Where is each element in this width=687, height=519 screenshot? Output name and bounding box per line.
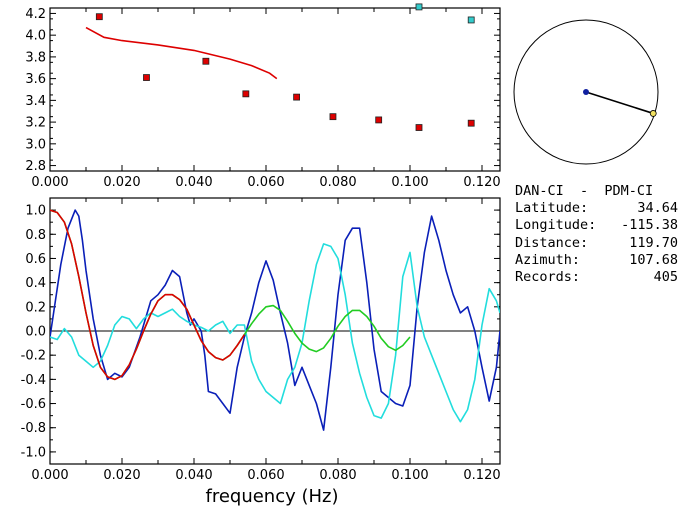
- top-plot-y-tick-label: 3.2: [25, 116, 46, 131]
- top-series-1-point: [415, 3, 423, 11]
- info-label: Latitude:: [515, 200, 589, 216]
- top-series-0-point: [467, 119, 475, 127]
- bottom-plot-y-tick-label: 0.6: [25, 252, 46, 267]
- info-value: 107.68: [629, 251, 678, 268]
- bottom-series-0-line: [50, 209, 500, 431]
- info-value: 34.64: [637, 200, 678, 216]
- top-plot-x-tick-label: 0.100: [391, 175, 428, 190]
- bottom-plot-y-tick-label: -1.0: [21, 445, 46, 460]
- top-series-0-point: [95, 13, 103, 21]
- target-station-dot: [649, 110, 657, 117]
- top-scatter-plot: 0.000 0.020 0.040 0.060 0.080 0.100 0.120 2.8 3.…: [25, 3, 501, 190]
- info-value: 405: [653, 269, 678, 286]
- origin-station-dot: [583, 89, 589, 95]
- top-series-2-line: [85, 26, 278, 80]
- bottom-plot-x-tick-label: 0.060: [247, 468, 284, 483]
- bottom-plot-y-tick-label: -0.8: [21, 421, 46, 436]
- top-plot-x-tick-label: 0.020: [103, 175, 140, 190]
- bottom-series-1-line: [50, 243, 500, 423]
- info-label: Records:: [515, 269, 581, 286]
- bottom-plot-y-tick-label: 0.8: [25, 228, 46, 243]
- top-plot-x-tick-label: 0.120: [463, 175, 500, 190]
- top-series-0-point: [242, 90, 250, 98]
- polar-circle: [513, 19, 659, 165]
- info-label: Distance:: [515, 234, 589, 251]
- top-plot-y-tick-label: 2.8: [25, 159, 46, 174]
- top-series-0-point: [293, 93, 301, 101]
- bottom-plot-x-tick-label: 0.040: [175, 468, 212, 483]
- azimuth-needle: [585, 91, 654, 115]
- azimuth-polar-plot: [513, 19, 659, 165]
- bottom-plot-y-tick-label: -0.2: [21, 349, 46, 364]
- bottom-plot-y-tick-label: 0.4: [25, 276, 46, 291]
- bottom-plot-y-tick-label: 1.0: [25, 204, 46, 219]
- info-label: Azimuth:: [515, 251, 581, 268]
- info-value: -115.38: [621, 217, 678, 234]
- bottom-series-3-line: [50, 209, 246, 381]
- top-series-0-point: [375, 116, 383, 124]
- bottom-line-plot: 0.000 0.020 0.040 0.060 0.080 0.100 0.120 1.0 0.…: [21, 197, 501, 483]
- bottom-plot-y-tick-label: 0.0: [25, 325, 46, 340]
- bottom-plot-x-tick-label: 0.120: [463, 468, 500, 483]
- top-plot-y-tick-label: 4.0: [25, 29, 46, 44]
- info-label: Longitude:: [515, 217, 597, 234]
- top-plot-y-tick-label: 3.8: [25, 50, 46, 65]
- info-value: 119.70: [629, 234, 678, 251]
- top-series-0-point: [329, 113, 337, 121]
- bottom-plot-x-tick-label: 0.100: [391, 468, 428, 483]
- bottom-plot-y-tick-label: -0.6: [21, 397, 46, 412]
- bottom-plot-x-tick-label: 0.000: [31, 468, 68, 483]
- top-series-0-point: [415, 124, 423, 131]
- top-plot-x-tick-label: 0.080: [319, 175, 356, 190]
- top-series-0-point: [202, 57, 210, 65]
- top-plot-y-tick-label: 3.6: [25, 72, 46, 87]
- top-plot-y-tick-label: 3.0: [25, 137, 46, 152]
- top-plot-y-tick-label: 3.4: [25, 94, 46, 109]
- x-axis-label: frequency (Hz): [205, 486, 338, 507]
- bottom-plot-x-tick-label: 0.080: [319, 468, 356, 483]
- top-plot-x-tick-label: 0.040: [175, 175, 212, 190]
- top-plot-x-tick-label: 0.000: [31, 175, 68, 190]
- top-plot-frame: [49, 7, 501, 172]
- top-series-1-point: [467, 16, 475, 24]
- station-pair-title: DAN-CI - PDM-CI: [515, 183, 654, 199]
- top-plot-x-tick-label: 0.060: [247, 175, 284, 190]
- top-series-0-point: [143, 74, 150, 81]
- top-plot-y-tick-label: 4.2: [25, 7, 46, 22]
- bottom-plot-x-tick-label: 0.020: [103, 468, 140, 483]
- bottom-plot-y-tick-label: 0.2: [25, 300, 46, 315]
- bottom-plot-y-tick-label: -0.4: [21, 373, 46, 388]
